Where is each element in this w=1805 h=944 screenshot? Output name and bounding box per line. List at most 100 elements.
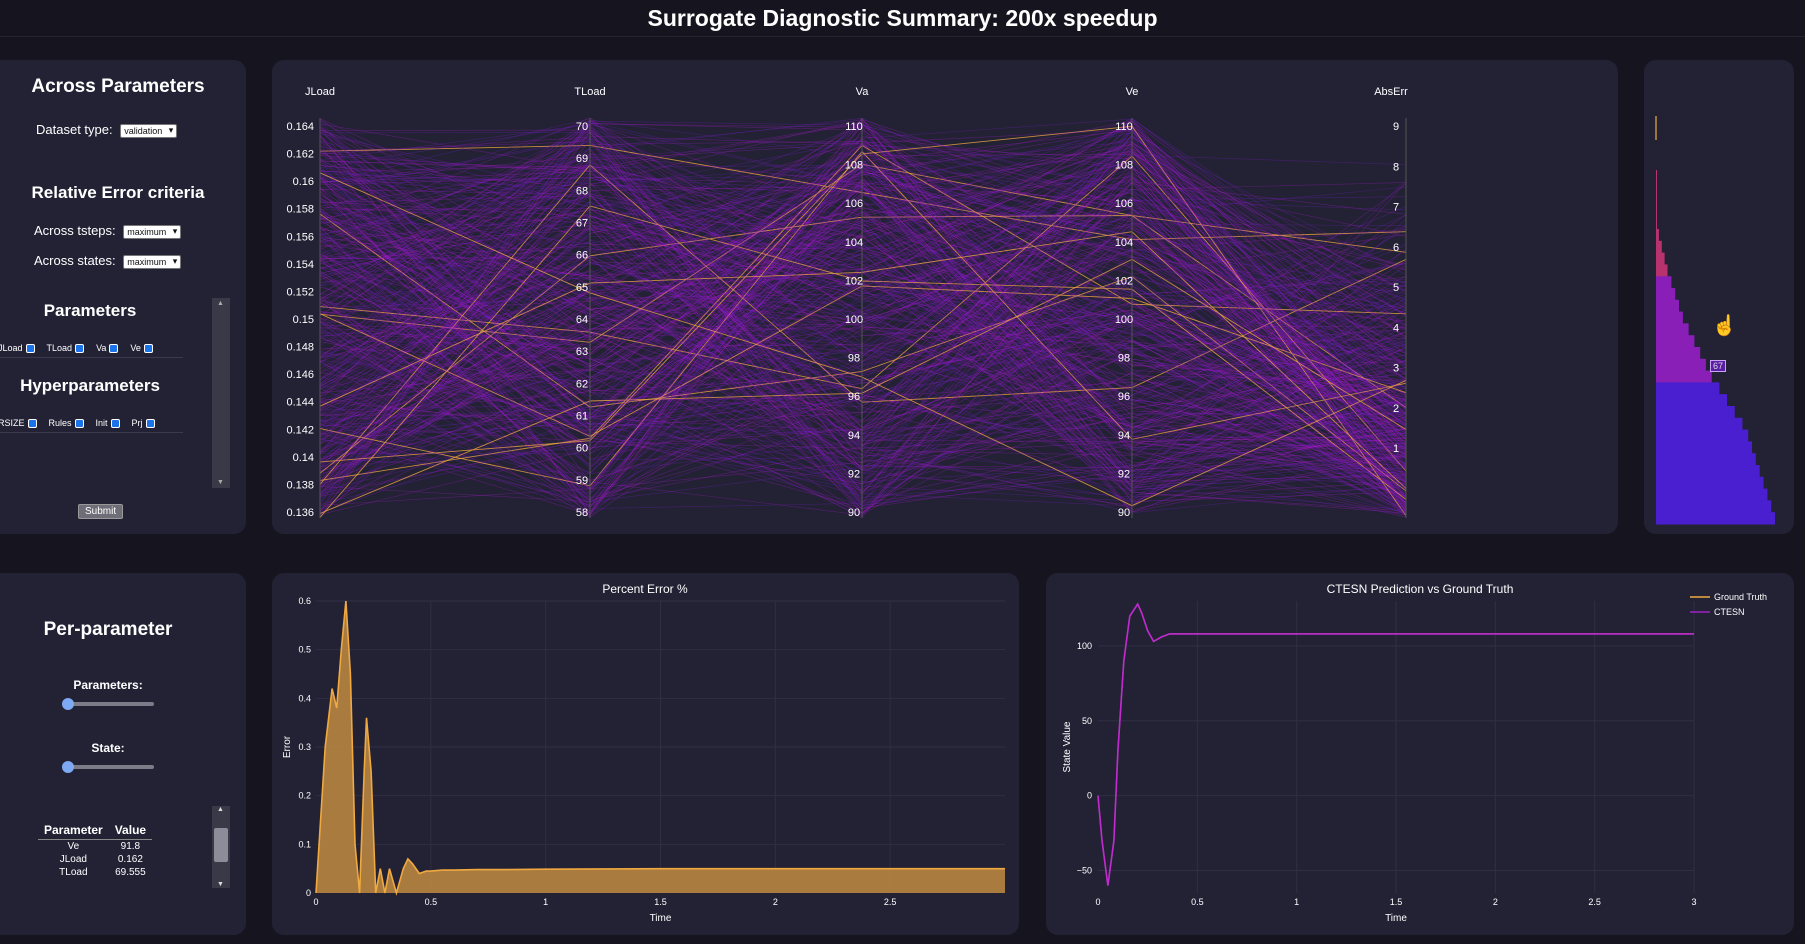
histogram-hover-label: 67: [1710, 360, 1727, 372]
table-scrollbar-thumb[interactable]: [214, 828, 228, 862]
axis-tick-label: 63: [576, 346, 588, 358]
axis-tick-label: 104: [1115, 237, 1133, 249]
hyperparameters-checkboxes: RSIZE Rules Init Prj: [0, 418, 183, 433]
state-slider-handle[interactable]: [62, 761, 74, 773]
table-scrollbar[interactable]: ▲ ▼: [212, 806, 230, 888]
parameter-value-table: Parameter Value Ve 91.8 JLoad 0.162 TLoa…: [38, 821, 153, 879]
scroll-up-icon[interactable]: ▲: [217, 806, 224, 813]
y-tick-label: 0: [306, 888, 311, 898]
y-tick-label: −50: [1077, 866, 1092, 876]
axis-tick-label: 0.164: [286, 121, 314, 133]
scroll-down-icon[interactable]: ▼: [217, 479, 224, 486]
prediction-chart[interactable]: CTESN Prediction vs Ground Truth−5005010…: [1046, 573, 1794, 935]
histogram-bar: [1656, 417, 1743, 431]
states-value: maximum: [127, 256, 167, 267]
checkbox-tload[interactable]: TLoad: [47, 343, 85, 353]
y-axis-label: Error: [282, 735, 293, 758]
scroll-up-icon[interactable]: ▲: [217, 300, 224, 307]
page-title: Surrogate Diagnostic Summary: 200x speed…: [0, 0, 1805, 37]
axis-tick-label: 6: [1393, 242, 1399, 254]
checkbox-checked-icon: [75, 343, 85, 353]
parallel-coordinates-chart[interactable]: JLoad0.1640.1620.160.1580.1560.1540.1520…: [272, 60, 1618, 534]
histogram-bar: [1656, 170, 1657, 183]
hand-cursor-icon: ☝: [1712, 315, 1737, 337]
axis-tick-label: 3: [1393, 363, 1399, 375]
checkbox-rules[interactable]: Rules: [49, 418, 84, 428]
axis-tick-label: 0.156: [286, 231, 314, 243]
histogram-bar: [1656, 382, 1720, 395]
checkbox-checked-icon: [145, 418, 155, 428]
histogram-bar: [1656, 406, 1735, 419]
axis-tick-label: 0.138: [286, 479, 314, 491]
x-tick-label: 2.5: [884, 897, 897, 907]
error-line: [315, 600, 1005, 896]
axis-tick-label: 60: [576, 443, 588, 455]
table-header-value: Value: [108, 821, 153, 840]
table-header-row: Parameter Value: [38, 821, 153, 840]
series-line-ctesn: [1097, 602, 1694, 886]
checkbox-label: Ve: [130, 343, 141, 353]
checkbox-rsize[interactable]: RSIZE: [0, 418, 37, 428]
axis-title-jload: JLoad: [305, 86, 335, 98]
tsteps-label: Across tsteps:: [34, 223, 116, 238]
table-cell-param: Ve: [67, 841, 80, 852]
parameters-slider[interactable]: [62, 698, 154, 710]
axis-tick-label: 67: [576, 218, 588, 230]
axis-tick-label: 7: [1393, 202, 1399, 214]
checkbox-label: Init: [95, 418, 108, 428]
axis-tick-label: 5: [1393, 282, 1399, 294]
dataset-type-label: Dataset type:: [36, 122, 113, 137]
table-cell-value: 91.8: [120, 841, 141, 852]
checkbox-label: Va: [96, 343, 107, 353]
axis-tick-label: 102: [845, 275, 863, 287]
x-tick-label: 1.5: [1390, 897, 1403, 907]
checkbox-jload[interactable]: JLoad: [0, 343, 35, 353]
states-label: Across states:: [34, 253, 116, 268]
checkbox-va[interactable]: Va: [96, 343, 119, 353]
axis-tick-label: 9: [1393, 121, 1399, 133]
checkbox-label: Rules: [48, 418, 72, 428]
y-tick-label: 0.3: [298, 742, 311, 752]
histogram-bar: [1656, 500, 1772, 513]
axis-tick-label: 106: [1115, 198, 1133, 210]
x-tick-label: 0: [1095, 897, 1100, 907]
abserr-histogram[interactable]: [1644, 60, 1794, 534]
scroll-down-icon[interactable]: ▼: [217, 881, 224, 888]
histogram-bar: [1656, 217, 1657, 230]
checkbox-ve[interactable]: Ve: [130, 343, 153, 353]
axis-tick-label: 69: [576, 153, 588, 165]
histogram-bar: [1656, 358, 1706, 372]
submit-button[interactable]: Submit: [78, 504, 124, 519]
checkbox-prj[interactable]: Prj: [132, 418, 155, 428]
axis-tick-label: 0.14: [293, 452, 314, 464]
checkbox-init[interactable]: Init: [96, 418, 120, 428]
y-axis-label: State Value: [1062, 721, 1073, 772]
dataset-type-select[interactable]: validation ▾: [120, 123, 178, 138]
axis-tick-label: 58: [576, 507, 588, 519]
x-tick-label: 2.5: [1588, 897, 1601, 907]
axis-title-ve: Ve: [1126, 86, 1139, 98]
axis-tick-label: 8: [1393, 161, 1399, 173]
axis-tick-label: 104: [845, 237, 863, 249]
chevron-down-icon: ▾: [172, 225, 178, 236]
parameters-scrollbar[interactable]: ▲ ▼: [212, 298, 230, 488]
tsteps-select[interactable]: maximum ▾: [123, 224, 182, 239]
axis-tick-label: 106: [845, 198, 863, 210]
axis-tick-label: 0.16: [293, 176, 314, 188]
histogram-bar: [1656, 311, 1683, 324]
histogram-bar: [1656, 335, 1695, 348]
states-select[interactable]: maximum ▾: [123, 254, 182, 269]
x-tick-label: 2: [1493, 897, 1498, 907]
histogram-bar: [1656, 181, 1657, 195]
percent-error-chart[interactable]: Percent Error % 0 0.1 0.2 0.3 0.4 0.5 0.6 0 0.5 1 1…: [272, 573, 1019, 935]
histogram-bar: [1656, 512, 1775, 525]
axis-tick-label: 4: [1393, 322, 1399, 334]
states-row: Across states: maximum ▾: [34, 253, 182, 269]
table-row: Ve 91.8: [38, 840, 152, 854]
x-axis-label: Time: [1385, 913, 1407, 924]
axis-tick-label: 0.15: [293, 314, 314, 326]
state-slider[interactable]: [62, 761, 154, 773]
parameters-slider-handle[interactable]: [62, 698, 74, 710]
table-cell-value: 69.555: [115, 867, 146, 878]
axis-tick-label: 96: [1118, 391, 1130, 403]
